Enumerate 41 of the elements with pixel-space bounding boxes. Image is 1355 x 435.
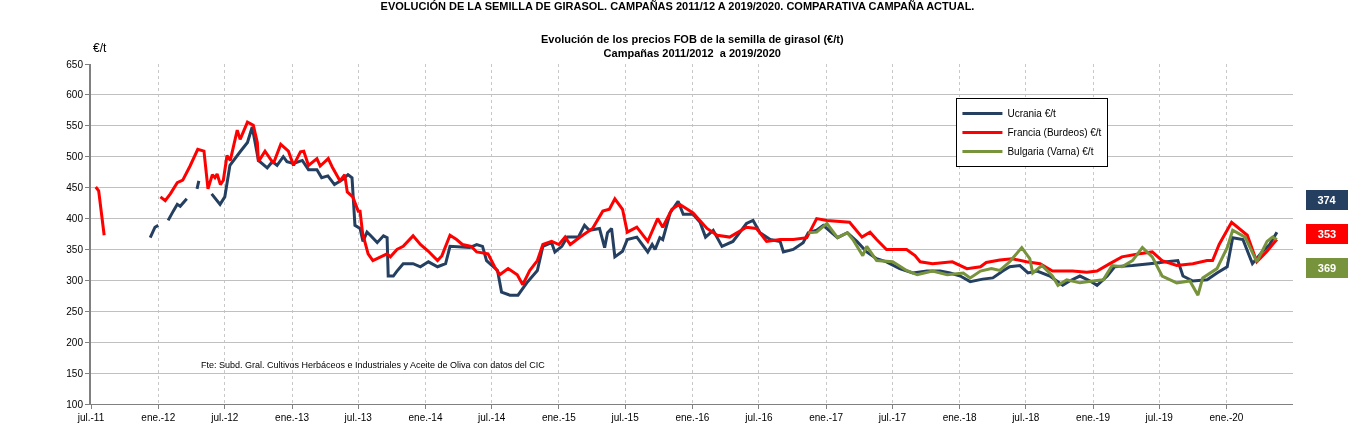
y-tick-label: 200 xyxy=(66,336,84,348)
y-tick-label: 650 xyxy=(66,58,84,70)
x-tick-label: jul.-18 xyxy=(1011,412,1040,423)
y-tick-label: 300 xyxy=(66,274,84,286)
text: 353 xyxy=(1317,228,1337,240)
x-tick-label: ene.-20 xyxy=(1209,412,1244,423)
y-tick-label: 250 xyxy=(66,305,84,317)
y-tick-label: 450 xyxy=(66,182,84,194)
y-tick-label: 600 xyxy=(66,89,84,101)
y-tick-label: 100 xyxy=(66,398,84,410)
y-tick-label: 550 xyxy=(66,120,84,132)
y-tick-label: 350 xyxy=(66,243,84,255)
legend-label: Bulgaria (Varna) €/t xyxy=(1007,146,1094,158)
legend-label: Francia (Burdeos) €/t xyxy=(1007,127,1102,139)
x-tick-label: jul.-12 xyxy=(210,412,239,423)
x-tick-label: ene.-18 xyxy=(942,412,977,423)
x-tick-label: ene.-14 xyxy=(408,412,443,423)
y-axis-title: €/t xyxy=(93,41,108,55)
x-tick-label: jul.-15 xyxy=(610,412,640,423)
chart-subtitle: Evolución de los precios FOB de la semilla de girasol (€/t) Campañas 2011/2012 a 2019/2020 xyxy=(541,33,844,60)
text: 374 xyxy=(1317,194,1337,206)
x-tick-label: ene.-15 xyxy=(541,412,577,423)
x-tick-label: jul.-19 xyxy=(1144,412,1174,423)
x-tick-label: jul.-17 xyxy=(877,412,907,423)
x-tick-label: ene.-17 xyxy=(809,412,844,423)
chart-title: EVOLUCIÓN DE LA SEMILLA DE GIRASOL. CAMPAÑAS 2011/12 A 2019/2020. COMPARATIVA CAMPAÑA ACTUAL. xyxy=(380,0,975,12)
legend-label: Ucrania €/t xyxy=(1007,108,1057,120)
x-tick-label: ene.-19 xyxy=(1076,412,1111,423)
x-tick-label: jul.-14 xyxy=(477,412,506,423)
x-tick-label: ene.-13 xyxy=(275,412,310,423)
x-tick-label: jul.-13 xyxy=(343,412,373,423)
y-tick-label: 400 xyxy=(66,213,84,225)
line-series xyxy=(806,221,1279,297)
text: 369 xyxy=(1317,262,1337,274)
x-tick-label: ene.-12 xyxy=(141,412,176,423)
annotation: Fte: Subd. Gral. Cultivos Herbáceos e Industriales y Aceite de Oliva con datos del CIC xyxy=(201,360,546,370)
x-tick-label: ene.-16 xyxy=(675,412,710,423)
y-tick-label: 150 xyxy=(66,367,84,379)
x-tick-label: jul.-16 xyxy=(744,412,773,423)
y-tick-label: 500 xyxy=(66,151,84,163)
x-tick-label: jul.-11 xyxy=(76,412,105,423)
